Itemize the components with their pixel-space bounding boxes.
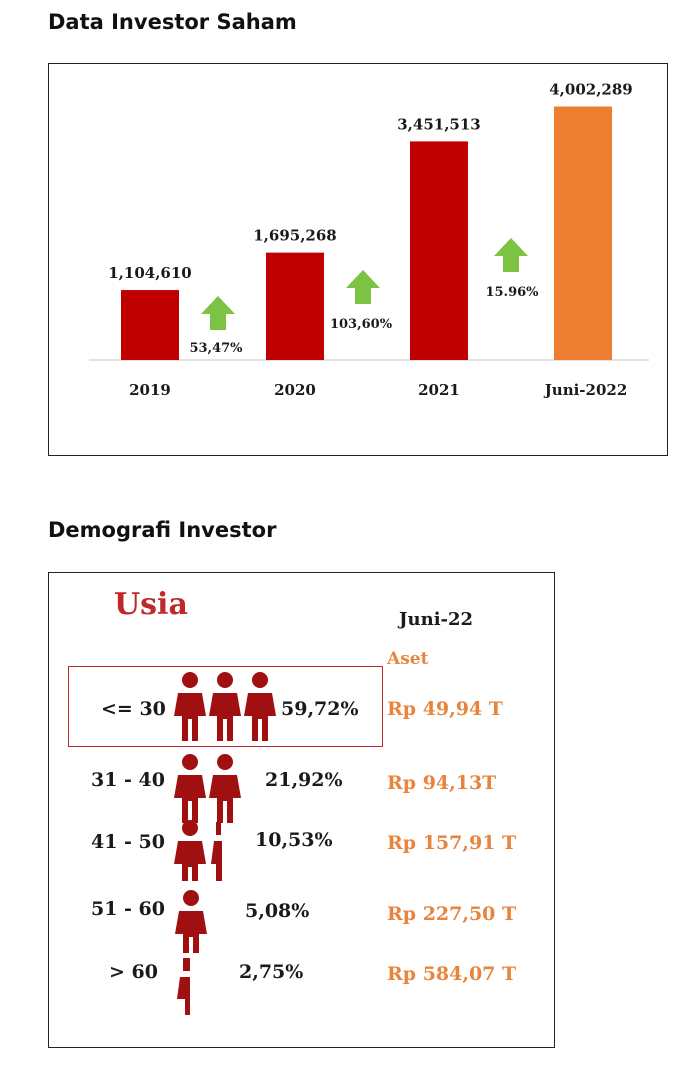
person-icon — [174, 672, 206, 741]
person-icon — [244, 672, 276, 741]
age-group-label: 51 - 60 — [91, 898, 165, 920]
age-group-asset: Rp 157,91 T — [387, 832, 517, 854]
person-icon — [209, 754, 241, 823]
highlight-box — [68, 666, 383, 747]
age-group-label: <= 30 — [101, 698, 166, 720]
x-tick-label: 2020 — [274, 381, 316, 399]
growth-label: 53,47% — [189, 341, 243, 356]
age-group-label: > 60 — [109, 961, 158, 983]
section-title-investor-data: Data Investor Saham — [48, 10, 297, 34]
age-group-label: 31 - 40 — [91, 769, 165, 791]
age-group-asset: Rp 49,94 T — [387, 698, 503, 720]
data-label: 3,451,513 — [397, 115, 481, 133]
age-group-asset: Rp 584,07 T — [387, 963, 517, 985]
partial-person-icon — [211, 822, 222, 881]
data-label: 1,104,610 — [108, 264, 192, 282]
bar — [266, 252, 324, 360]
x-tick-label: Juni-2022 — [543, 381, 628, 399]
people-icon-group — [174, 754, 241, 823]
people-icon-group — [174, 672, 276, 741]
people-icon-group — [174, 820, 222, 881]
asset-header: Aset — [387, 649, 429, 669]
growth-arrow-icon — [346, 270, 380, 304]
bar — [410, 141, 468, 360]
growth-arrow-icon — [201, 296, 235, 330]
growth-label: 103,60% — [330, 317, 393, 332]
growth-label: 15.96% — [485, 285, 539, 300]
age-group-label: 41 - 50 — [91, 831, 165, 853]
x-tick-label: 2019 — [129, 381, 171, 399]
age-group-percent: 2,75% — [239, 961, 304, 983]
person-icon — [175, 890, 207, 953]
bar — [121, 290, 179, 360]
period-label: Juni-22 — [399, 609, 474, 630]
person-icon — [209, 672, 241, 741]
section-title-demographics: Demografi Investor — [48, 518, 277, 542]
people-icon-group — [177, 958, 190, 1015]
data-label: 4,002,289 — [549, 81, 633, 99]
bar-chart-frame: 1,104,610 2019 1,695,268 2020 3,451,513 2021 4… — [48, 63, 668, 456]
age-group-percent: 21,92% — [265, 769, 343, 791]
age-group-percent: 59,72% — [281, 698, 359, 720]
demographics-frame: Usia Juni-22 Aset <= 30 59,72% Rp 49,94 … — [48, 572, 555, 1048]
age-group-percent: 5,08% — [245, 900, 310, 922]
x-tick-label: 2021 — [418, 381, 460, 399]
age-group-asset: Rp 227,50 T — [387, 903, 517, 925]
partial-person-icon — [177, 958, 190, 1015]
age-group-percent: 10,53% — [255, 829, 333, 851]
person-icon — [174, 754, 206, 823]
people-icon-group — [175, 890, 207, 953]
age-heading: Usia — [114, 587, 188, 622]
investor-bar-chart: 1,104,610 2019 1,695,268 2020 3,451,513 2021 4… — [89, 81, 649, 399]
age-group-asset: Rp 94,13T — [387, 772, 497, 794]
data-label: 1,695,268 — [253, 227, 337, 245]
growth-arrow-icon — [494, 238, 528, 272]
person-icon — [174, 820, 206, 881]
bar — [554, 106, 612, 360]
